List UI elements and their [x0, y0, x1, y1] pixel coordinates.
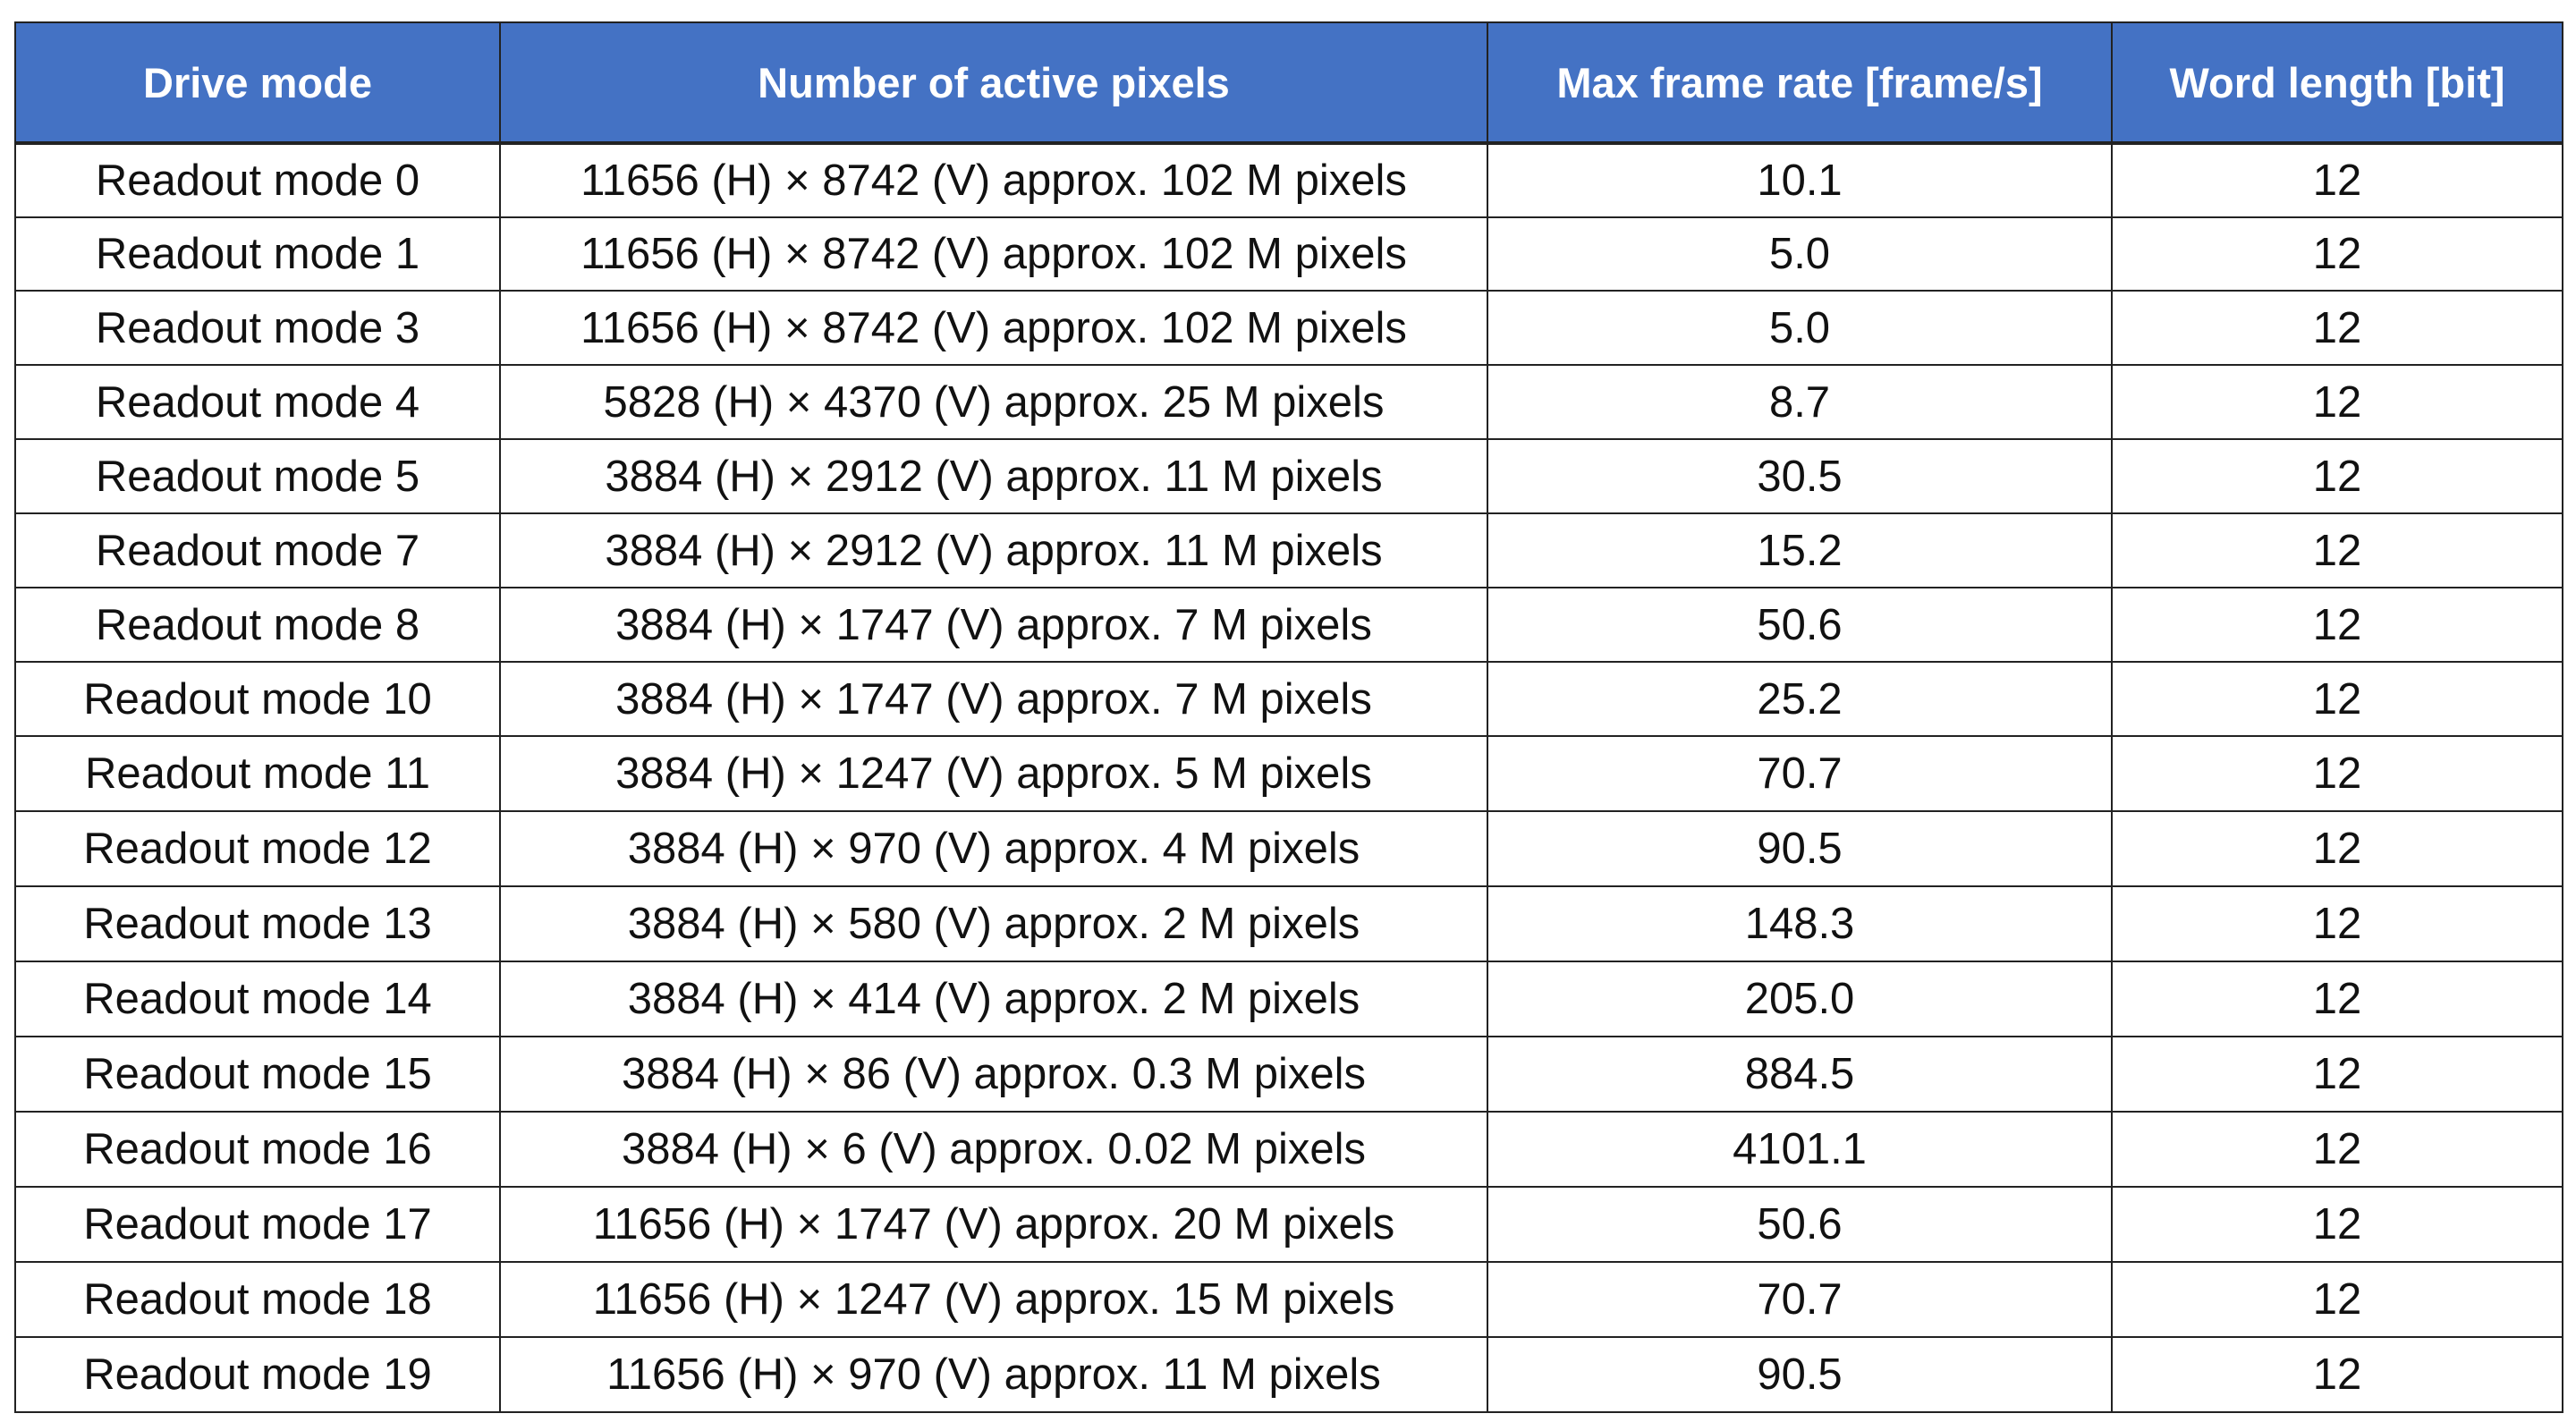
- drive-mode-cell: Readout mode 12: [14, 810, 501, 887]
- word-length-cell: 12: [2111, 1186, 2563, 1263]
- word-length-cell: 12: [2111, 438, 2563, 514]
- active-pixels-cell: 11656 (H) × 1747 (V) approx. 20 M pixels: [499, 1186, 1488, 1263]
- active-pixels-cell: 3884 (H) × 414 (V) approx. 2 M pixels: [499, 961, 1488, 1037]
- max-frame-rate-cell: 884.5: [1487, 1036, 2113, 1113]
- drive-mode-cell: Readout mode 10: [14, 661, 501, 737]
- header-drive-mode: Drive mode: [14, 21, 501, 145]
- max-frame-rate-cell: 90.5: [1487, 810, 2113, 887]
- drive-mode-cell: Readout mode 7: [14, 512, 501, 588]
- word-length-cell: 12: [2111, 512, 2563, 588]
- table-row: Readout mode 3 11656 (H) × 8742 (V) appro…: [14, 290, 2563, 366]
- readout-mode-table-container: Drive mode Number of active pixels Max f…: [14, 21, 2563, 1413]
- table-header: Drive mode Number of active pixels Max f…: [14, 21, 2563, 145]
- active-pixels-cell: 11656 (H) × 970 (V) approx. 11 M pixels: [499, 1336, 1488, 1413]
- word-length-cell: 12: [2111, 735, 2563, 812]
- word-length-cell: 12: [2111, 142, 2563, 218]
- max-frame-rate-cell: 70.7: [1487, 735, 2113, 812]
- table-row: Readout mode 0 11656 (H) × 8742 (V) appro…: [14, 142, 2563, 218]
- word-length-cell: 12: [2111, 587, 2563, 663]
- drive-mode-cell: Readout mode 0: [14, 142, 501, 218]
- drive-mode-cell: Readout mode 11: [14, 735, 501, 812]
- active-pixels-cell: 3884 (H) × 1747 (V) approx. 7 M pixels: [499, 587, 1488, 663]
- table-row: Readout mode 5 3884 (H) × 2912 (V) approx…: [14, 438, 2563, 514]
- max-frame-rate-cell: 4101.1: [1487, 1111, 2113, 1188]
- active-pixels-cell: 3884 (H) × 2912 (V) approx. 11 M pixels: [499, 512, 1488, 588]
- table-row: Readout mode 11 3884 (H) × 1247 (V) appro…: [14, 735, 2563, 812]
- drive-mode-cell: Readout mode 17: [14, 1186, 501, 1263]
- active-pixels-cell: 11656 (H) × 8742 (V) approx. 102 M pixel…: [499, 142, 1488, 218]
- drive-mode-cell: Readout mode 8: [14, 587, 501, 663]
- active-pixels-cell: 11656 (H) × 8742 (V) approx. 102 M pixel…: [499, 216, 1488, 292]
- drive-mode-cell: Readout mode 1: [14, 216, 501, 292]
- active-pixels-cell: 3884 (H) × 970 (V) approx. 4 M pixels: [499, 810, 1488, 887]
- word-length-cell: 12: [2111, 1036, 2563, 1113]
- drive-mode-cell: Readout mode 19: [14, 1336, 501, 1413]
- max-frame-rate-cell: 10.1: [1487, 142, 2113, 218]
- header-row: Drive mode Number of active pixels Max f…: [14, 21, 2563, 145]
- drive-mode-cell: Readout mode 5: [14, 438, 501, 514]
- active-pixels-cell: 5828 (H) × 4370 (V) approx. 25 M pixels: [499, 364, 1488, 440]
- table-row: Readout mode 13 3884 (H) × 580 (V) approx…: [14, 885, 2563, 962]
- word-length-cell: 12: [2111, 961, 2563, 1037]
- active-pixels-cell: 3884 (H) × 2912 (V) approx. 11 M pixels: [499, 438, 1488, 514]
- max-frame-rate-cell: 5.0: [1487, 216, 2113, 292]
- drive-mode-cell: Readout mode 4: [14, 364, 501, 440]
- word-length-cell: 12: [2111, 810, 2563, 887]
- table-row: Readout mode 10 3884 (H) × 1747 (V) appro…: [14, 661, 2563, 737]
- drive-mode-cell: Readout mode 14: [14, 961, 501, 1037]
- table-row: Readout mode 14 3884 (H) × 414 (V) approx…: [14, 961, 2563, 1037]
- drive-mode-cell: Readout mode 18: [14, 1261, 501, 1338]
- max-frame-rate-cell: 15.2: [1487, 512, 2113, 588]
- active-pixels-cell: 11656 (H) × 8742 (V) approx. 102 M pixel…: [499, 290, 1488, 366]
- table-row: Readout mode 7 3884 (H) × 2912 (V) approx…: [14, 512, 2563, 588]
- word-length-cell: 12: [2111, 216, 2563, 292]
- active-pixels-cell: 11656 (H) × 1247 (V) approx. 15 M pixels: [499, 1261, 1488, 1338]
- max-frame-rate-cell: 30.5: [1487, 438, 2113, 514]
- table-row: Readout mode 15 3884 (H) × 86 (V) approx.…: [14, 1036, 2563, 1113]
- table-row: Readout mode 12 3884 (H) × 970 (V) approx…: [14, 810, 2563, 887]
- table-row: Readout mode 17 11656 (H) × 1747 (V) appr…: [14, 1186, 2563, 1263]
- table-row: Readout mode 18 11656 (H) × 1247 (V) appr…: [14, 1261, 2563, 1338]
- header-max-frame-rate: Max frame rate [frame/s]: [1487, 21, 2113, 145]
- word-length-cell: 12: [2111, 1261, 2563, 1338]
- table-row: Readout mode 1 11656 (H) × 8742 (V) appro…: [14, 216, 2563, 292]
- active-pixels-cell: 3884 (H) × 6 (V) approx. 0.02 M pixels: [499, 1111, 1488, 1188]
- active-pixels-cell: 3884 (H) × 1247 (V) approx. 5 M pixels: [499, 735, 1488, 812]
- table-row: Readout mode 8 3884 (H) × 1747 (V) approx…: [14, 587, 2563, 663]
- max-frame-rate-cell: 8.7: [1487, 364, 2113, 440]
- word-length-cell: 12: [2111, 1336, 2563, 1413]
- max-frame-rate-cell: 90.5: [1487, 1336, 2113, 1413]
- table-row: Readout mode 19 11656 (H) × 970 (V) appro…: [14, 1336, 2563, 1413]
- max-frame-rate-cell: 205.0: [1487, 961, 2113, 1037]
- word-length-cell: 12: [2111, 885, 2563, 962]
- readout-mode-table: Drive mode Number of active pixels Max f…: [14, 21, 2563, 1413]
- header-word-length: Word length [bit]: [2111, 21, 2563, 145]
- word-length-cell: 12: [2111, 1111, 2563, 1188]
- word-length-cell: 12: [2111, 661, 2563, 737]
- max-frame-rate-cell: 148.3: [1487, 885, 2113, 962]
- max-frame-rate-cell: 5.0: [1487, 290, 2113, 366]
- word-length-cell: 12: [2111, 364, 2563, 440]
- max-frame-rate-cell: 25.2: [1487, 661, 2113, 737]
- active-pixels-cell: 3884 (H) × 1747 (V) approx. 7 M pixels: [499, 661, 1488, 737]
- active-pixels-cell: 3884 (H) × 86 (V) approx. 0.3 M pixels: [499, 1036, 1488, 1113]
- table-body: Readout mode 0 11656 (H) × 8742 (V) appro…: [14, 142, 2563, 1413]
- max-frame-rate-cell: 70.7: [1487, 1261, 2113, 1338]
- drive-mode-cell: Readout mode 13: [14, 885, 501, 962]
- word-length-cell: 12: [2111, 290, 2563, 366]
- table-row: Readout mode 4 5828 (H) × 4370 (V) approx…: [14, 364, 2563, 440]
- max-frame-rate-cell: 50.6: [1487, 1186, 2113, 1263]
- max-frame-rate-cell: 50.6: [1487, 587, 2113, 663]
- table-row: Readout mode 16 3884 (H) × 6 (V) approx. …: [14, 1111, 2563, 1188]
- drive-mode-cell: Readout mode 16: [14, 1111, 501, 1188]
- drive-mode-cell: Readout mode 3: [14, 290, 501, 366]
- header-active-pixels: Number of active pixels: [499, 21, 1488, 145]
- drive-mode-cell: Readout mode 15: [14, 1036, 501, 1113]
- active-pixels-cell: 3884 (H) × 580 (V) approx. 2 M pixels: [499, 885, 1488, 962]
